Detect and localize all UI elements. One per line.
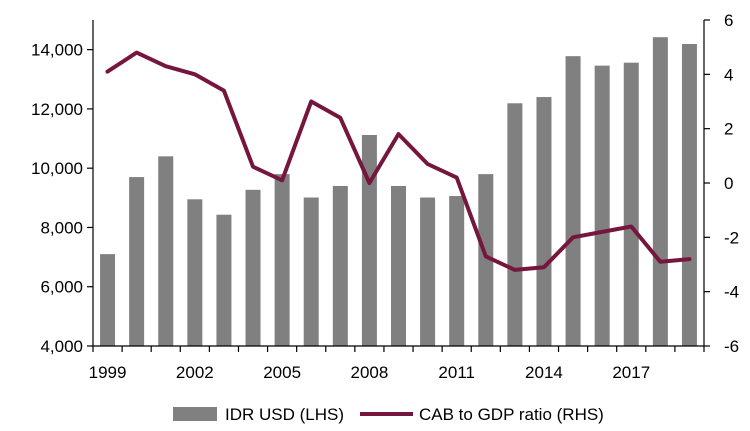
bar-2017 — [623, 62, 639, 347]
y-right-tick-label: -4 — [724, 283, 739, 302]
bar-2004 — [245, 189, 261, 346]
bar-2010 — [420, 197, 436, 346]
x-tick-label-2008: 2008 — [350, 363, 388, 382]
bar-2009 — [391, 185, 406, 346]
y-right-tick-label: 2 — [724, 120, 733, 139]
legend: IDR USD (LHS) CAB to GDP ratio (RHS) — [173, 405, 604, 424]
y-left-tick-label: 8,000 — [40, 218, 83, 237]
legend-label-idr-usd: IDR USD (LHS) — [225, 405, 344, 424]
y-right-tick-label: -2 — [724, 228, 739, 247]
y-left-tick-label: 4,000 — [40, 337, 83, 356]
bar-2016 — [594, 65, 610, 346]
line-series-cab-gdp — [105, 50, 692, 272]
bar-2007 — [332, 185, 348, 346]
bar-2002 — [187, 199, 203, 346]
bar-2005 — [274, 174, 290, 346]
bar-2001 — [158, 156, 174, 346]
bar-2015 — [565, 56, 581, 346]
x-tick-label-2002: 2002 — [176, 363, 214, 382]
x-tick-label-1999: 1999 — [89, 363, 127, 382]
bar-2013 — [507, 103, 523, 346]
bar-2006 — [303, 197, 319, 346]
bar-2019 — [681, 44, 697, 346]
bar-series-idr-usd — [100, 37, 697, 347]
axes — [87, 19, 710, 352]
bar-2000 — [129, 177, 145, 346]
y-right-tick-label: -6 — [724, 337, 739, 356]
bar-2003 — [216, 214, 232, 346]
y-right-tick-label: 0 — [724, 174, 733, 193]
bar-2012 — [478, 174, 494, 346]
bar-2011 — [449, 196, 465, 346]
y-right-tick-label: 4 — [724, 65, 733, 84]
y-left-tick-label: 14,000 — [31, 41, 83, 60]
bar-1999 — [100, 254, 116, 346]
x-tick-label-2014: 2014 — [525, 363, 563, 382]
y-left-tick-label: 12,000 — [31, 100, 83, 119]
legend-label-cab-gdp: CAB to GDP ratio (RHS) — [419, 405, 604, 424]
y-left-tick-label: 10,000 — [31, 159, 83, 178]
y-right-tick-label: 6 — [724, 11, 733, 30]
y-left-tick-label: 6,000 — [40, 278, 83, 297]
x-tick-label-2017: 2017 — [612, 363, 650, 382]
x-tick-label-2005: 2005 — [263, 363, 301, 382]
legend-swatch-idr-usd — [173, 407, 217, 421]
bar-2008 — [361, 134, 377, 346]
x-tick-label-2011: 2011 — [438, 363, 475, 382]
bar-2014 — [536, 97, 552, 347]
bar-2018 — [652, 37, 668, 347]
tick-labels: 4,000 6,000 8,000 10,000 12,000 14,000 -6 -4 -2 0… — [31, 11, 739, 382]
